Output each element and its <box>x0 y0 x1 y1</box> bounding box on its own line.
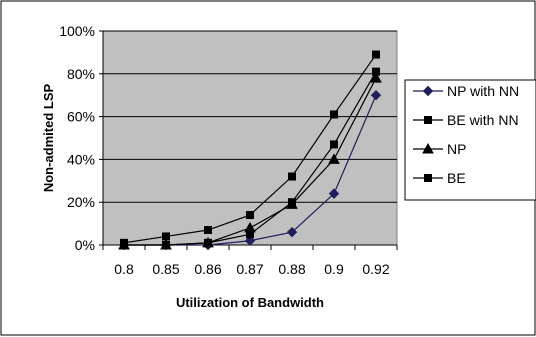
y-tick-label: 60% <box>67 109 95 125</box>
data-point <box>162 232 170 241</box>
x-tick-label: 0.8 <box>114 261 134 277</box>
data-point <box>328 188 340 199</box>
data-point <box>286 226 298 238</box>
data-point <box>246 211 254 220</box>
x-tick-label: 0.92 <box>362 261 389 277</box>
data-point <box>204 226 212 235</box>
x-tick-label: 0.85 <box>152 261 179 277</box>
data-point <box>202 236 214 248</box>
legend-entry: NP with NN <box>413 83 519 99</box>
y-tick-label: 40% <box>67 151 95 167</box>
legend-marker <box>424 174 432 182</box>
data-point <box>372 50 380 59</box>
y-tick-labels: 0% 20% 40% 60% 80% 100% <box>59 23 95 253</box>
legend-label: BE with NN <box>447 112 519 128</box>
series-3 <box>120 50 380 247</box>
x-tick-label: 0.88 <box>278 261 305 277</box>
x-tick-label: 0.86 <box>194 261 221 277</box>
legend-marker <box>424 116 432 124</box>
y-axis-title: Non-admited LSP <box>41 84 56 193</box>
x-tick-label: 0.87 <box>236 261 263 277</box>
plot-area <box>102 30 398 246</box>
x-tick-labels: 0.8 0.85 0.86 0.87 0.88 0.9 0.92 <box>114 261 390 277</box>
series-group <box>118 50 382 251</box>
data-point <box>160 238 172 250</box>
legend-entry: BE with NN <box>413 112 519 128</box>
data-point <box>288 172 296 181</box>
legend-entry: BE <box>413 170 466 186</box>
y-tick-label: 0% <box>75 237 95 253</box>
data-point <box>330 110 338 119</box>
legend-label: NP <box>447 141 466 157</box>
data-point <box>370 89 382 101</box>
series-2 <box>118 72 382 250</box>
legend-marker <box>422 85 434 97</box>
data-point <box>120 238 128 247</box>
legend-entry: NP <box>413 141 466 157</box>
legend-entries: NP with NN BE with NN NP BE <box>413 83 519 186</box>
data-point <box>244 235 256 246</box>
y-tick-label: 20% <box>67 194 95 210</box>
y-tick-label: 80% <box>67 66 95 82</box>
legend-label: NP with NN <box>447 83 519 99</box>
data-point <box>328 153 340 164</box>
legend-marker <box>422 142 434 154</box>
x-axis-title: Utilization of Bandwidth <box>176 295 324 310</box>
legend-label: BE <box>447 170 466 186</box>
data-point <box>370 72 382 83</box>
data-point <box>330 140 338 149</box>
data-point <box>286 198 298 209</box>
x-tick-label: 0.9 <box>324 261 344 277</box>
y-tick-label: 100% <box>59 23 95 39</box>
data-point <box>244 221 256 233</box>
